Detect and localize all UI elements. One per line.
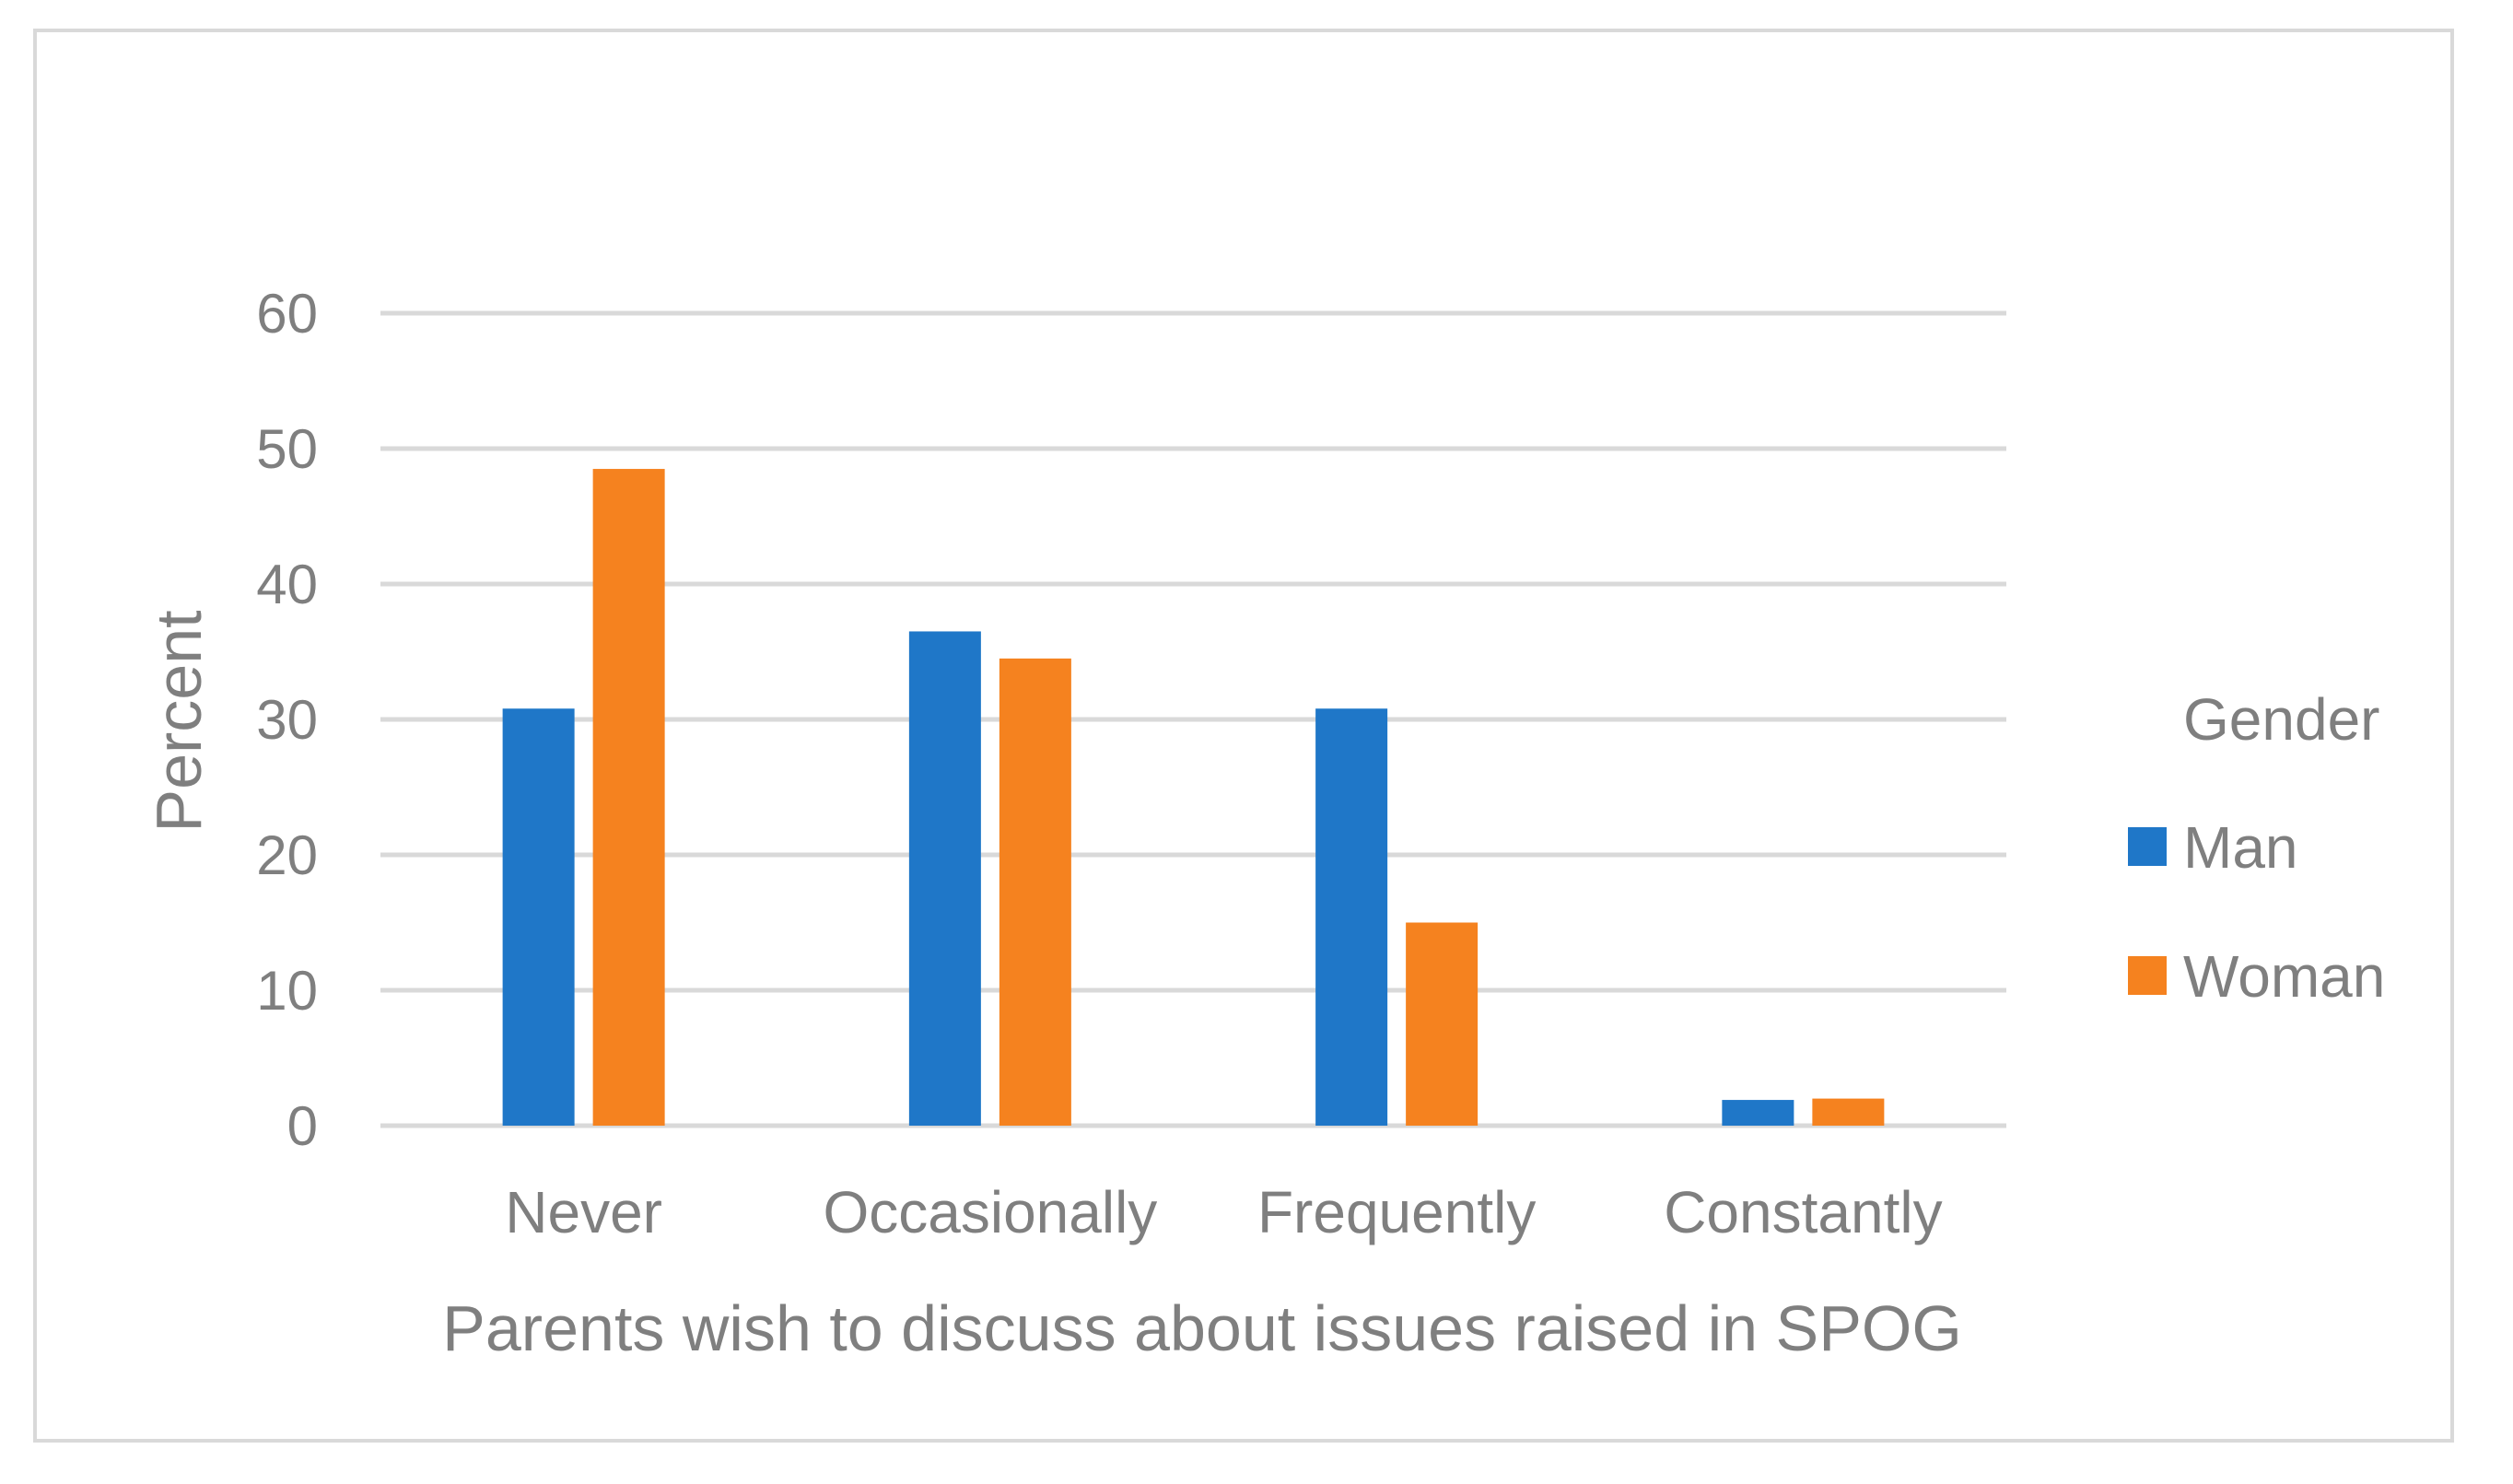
x-axis-categories: Never Occasionally Frequently Constantly bbox=[505, 1179, 1942, 1245]
bar-woman-never bbox=[592, 469, 665, 1126]
bar-man-never bbox=[502, 708, 575, 1126]
legend-label-man: Man bbox=[2183, 814, 2298, 881]
y-tick-label: 20 bbox=[256, 824, 318, 886]
y-tick-label: 0 bbox=[287, 1095, 318, 1157]
y-tick-label: 50 bbox=[256, 418, 318, 480]
x-tick-label: Occasionally bbox=[823, 1179, 1157, 1245]
bar-woman-constantly bbox=[1812, 1098, 1885, 1126]
y-tick-label: 30 bbox=[256, 689, 318, 751]
legend: Gender Man Woman bbox=[2128, 686, 2385, 1010]
y-tick-label: 10 bbox=[256, 960, 318, 1022]
bar-man-occasionally bbox=[908, 631, 981, 1126]
bar-man-frequently bbox=[1315, 708, 1388, 1126]
bar-woman-frequently bbox=[1406, 922, 1479, 1126]
legend-swatch-woman bbox=[2128, 956, 2167, 995]
y-tick-label: 60 bbox=[256, 283, 318, 345]
legend-title: Gender bbox=[2183, 686, 2379, 753]
legend-label-woman: Woman bbox=[2183, 943, 2385, 1010]
bar-man-constantly bbox=[1722, 1100, 1794, 1126]
y-tick-label: 40 bbox=[256, 554, 318, 615]
x-tick-label: Never bbox=[505, 1179, 662, 1245]
bar-woman-occasionally bbox=[999, 658, 1071, 1126]
x-axis-title: Parents wish to discuss about issues rai… bbox=[442, 1292, 1962, 1364]
chart-frame bbox=[33, 29, 2454, 1443]
y-axis-title: Percent bbox=[143, 610, 215, 832]
x-tick-label: Constantly bbox=[1664, 1179, 1942, 1245]
y-axis-ticks: 0 10 20 30 40 50 60 bbox=[256, 283, 318, 1157]
legend-swatch-man bbox=[2128, 827, 2167, 866]
x-tick-label: Frequently bbox=[1257, 1179, 1536, 1245]
bars bbox=[502, 469, 1885, 1126]
